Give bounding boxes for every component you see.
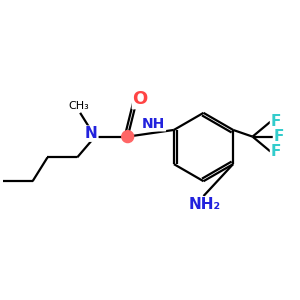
Text: CH₃: CH₃ [68,101,89,111]
Text: F: F [271,114,281,129]
Text: F: F [274,129,284,144]
Text: O: O [133,91,148,109]
Text: NH: NH [142,117,165,131]
Text: N: N [85,126,98,141]
Text: F: F [271,144,281,159]
Circle shape [122,131,134,142]
Text: NH₂: NH₂ [189,197,221,212]
